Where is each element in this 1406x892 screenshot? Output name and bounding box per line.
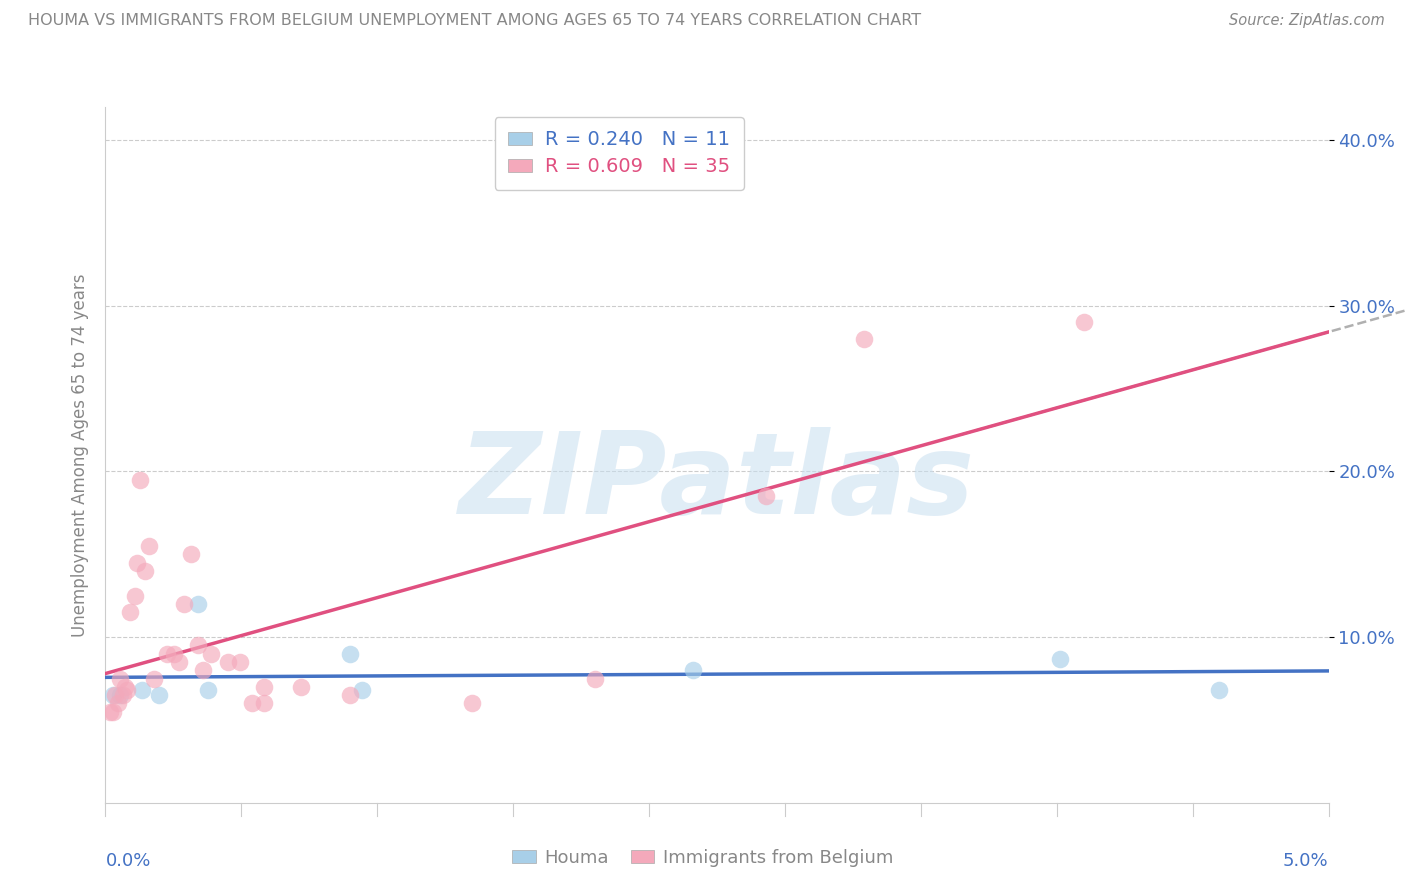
Point [114,680,136,694]
Point [101,705,124,719]
Point [193,663,215,677]
Text: ZIPatlas: ZIPatlas [458,427,976,538]
Point [127,556,149,570]
Point [101,688,124,702]
Point [200,647,222,661]
Point [173,597,195,611]
Point [229,655,252,669]
Legend: Houma, Immigrants from Belgium: Houma, Immigrants from Belgium [505,842,901,874]
Point [117,683,139,698]
Text: HOUMA VS IMMIGRANTS FROM BELGIUM UNEMPLOYMENT AMONG AGES 65 TO 74 YEARS CORRELAT: HOUMA VS IMMIGRANTS FROM BELGIUM UNEMPLO… [28,13,921,29]
Point [290,680,312,694]
Point [755,489,778,503]
Point [197,683,219,698]
Text: Source: ZipAtlas.com: Source: ZipAtlas.com [1229,13,1385,29]
Point [339,688,361,702]
Point [240,697,263,711]
Point [163,647,186,661]
Point [155,647,177,661]
Point [1208,683,1230,698]
Text: 5.0%: 5.0% [1284,853,1329,871]
Point [107,697,129,711]
Point [108,688,131,702]
Point [187,639,209,653]
Legend: R = 0.240   N = 11, R = 0.609   N = 35: R = 0.240 N = 11, R = 0.609 N = 35 [495,117,744,190]
Point [118,605,141,619]
Point [148,688,170,702]
Point [217,655,239,669]
Point [187,597,209,611]
Point [583,672,606,686]
Point [339,647,361,661]
Point [1049,651,1071,665]
Point [143,672,166,686]
Point [128,473,150,487]
Point [253,697,276,711]
Point [352,683,374,698]
Point [1073,315,1095,329]
Point [124,589,146,603]
Point [131,683,153,698]
Point [180,547,202,561]
Text: 0.0%: 0.0% [105,853,150,871]
Point [138,539,160,553]
Point [461,697,484,711]
Point [167,655,190,669]
Point [682,663,704,677]
Point [253,680,276,694]
Point [134,564,156,578]
Point [98,705,121,719]
Point [852,332,875,346]
Point [108,672,131,686]
Point [111,688,134,702]
Y-axis label: Unemployment Among Ages 65 to 74 years: Unemployment Among Ages 65 to 74 years [70,273,89,637]
Point [104,688,127,702]
